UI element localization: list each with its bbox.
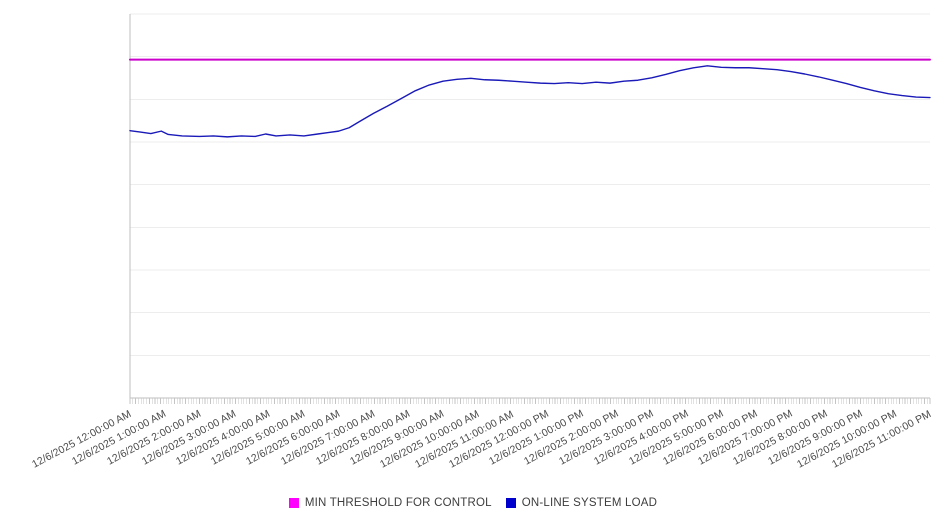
legend-label: MIN THRESHOLD FOR CONTROL [304, 497, 492, 509]
series-line-on-line-system-load [129, 65, 931, 138]
legend-label: ON-LINE SYSTEM LOAD [521, 497, 658, 509]
legend-item[interactable]: MIN THRESHOLD FOR CONTROL [288, 497, 492, 509]
legend-swatch-icon [505, 498, 516, 508]
chart-legend: MIN THRESHOLD FOR CONTROL ON-LINE SYSTEM … [0, 497, 946, 509]
legend-item[interactable]: ON-LINE SYSTEM LOAD [505, 497, 658, 509]
legend-swatch-icon [288, 498, 299, 508]
